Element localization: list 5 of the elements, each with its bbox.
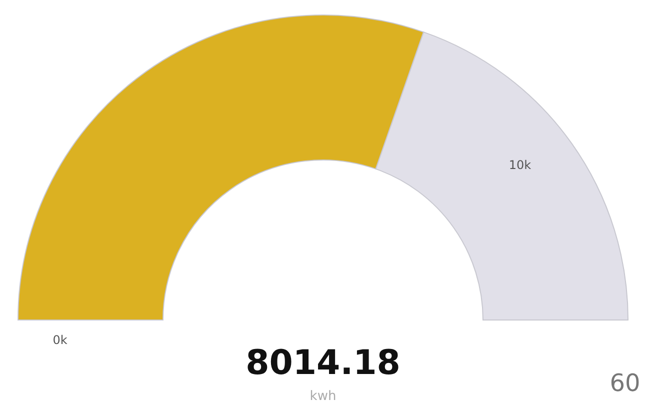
text: 0k xyxy=(52,333,68,347)
text: 8014.18 xyxy=(246,343,400,383)
text: kwh xyxy=(310,389,336,404)
text: 10k xyxy=(508,158,532,172)
text: 60 xyxy=(610,369,640,397)
